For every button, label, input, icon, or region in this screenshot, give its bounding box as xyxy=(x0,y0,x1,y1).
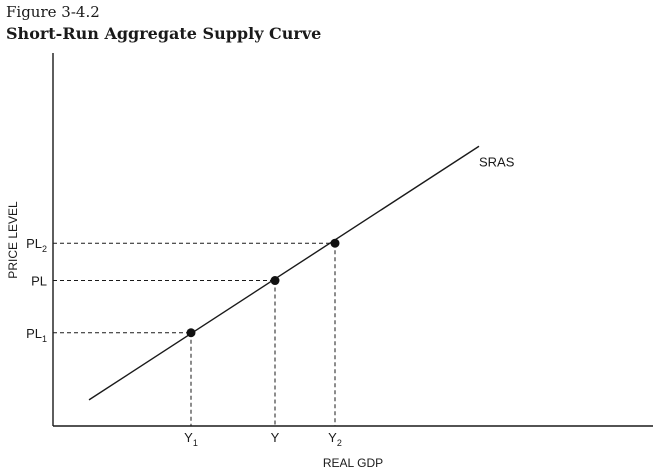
y-tick-label-low: PL1 xyxy=(26,326,47,344)
figure-label: Figure 3-4.2 xyxy=(6,3,100,21)
x-tick-label-high: Y2 xyxy=(328,430,342,448)
x-tick-label-low: Y1 xyxy=(184,430,198,448)
y-axis-label: PRICE LEVEL xyxy=(6,201,20,279)
point-mid xyxy=(270,276,280,286)
point-low xyxy=(186,328,196,338)
guide-lines xyxy=(53,242,336,426)
figure-title: Short-Run Aggregate Supply Curve xyxy=(6,24,322,43)
sras-curve xyxy=(88,145,480,401)
x-tick-labels: Y1 Y Y2 xyxy=(184,430,342,448)
x-tick-label-mid: Y xyxy=(271,430,280,445)
y-tick-label-high: PL2 xyxy=(26,236,47,254)
point-high xyxy=(330,238,340,248)
equilibrium-points xyxy=(186,238,340,338)
sras-label: SRAS xyxy=(479,154,515,169)
x-axis-label: REAL GDP xyxy=(323,456,383,470)
y-tick-labels: PL1 PL PL2 xyxy=(26,236,47,344)
y-tick-label-mid: PL xyxy=(31,274,47,289)
